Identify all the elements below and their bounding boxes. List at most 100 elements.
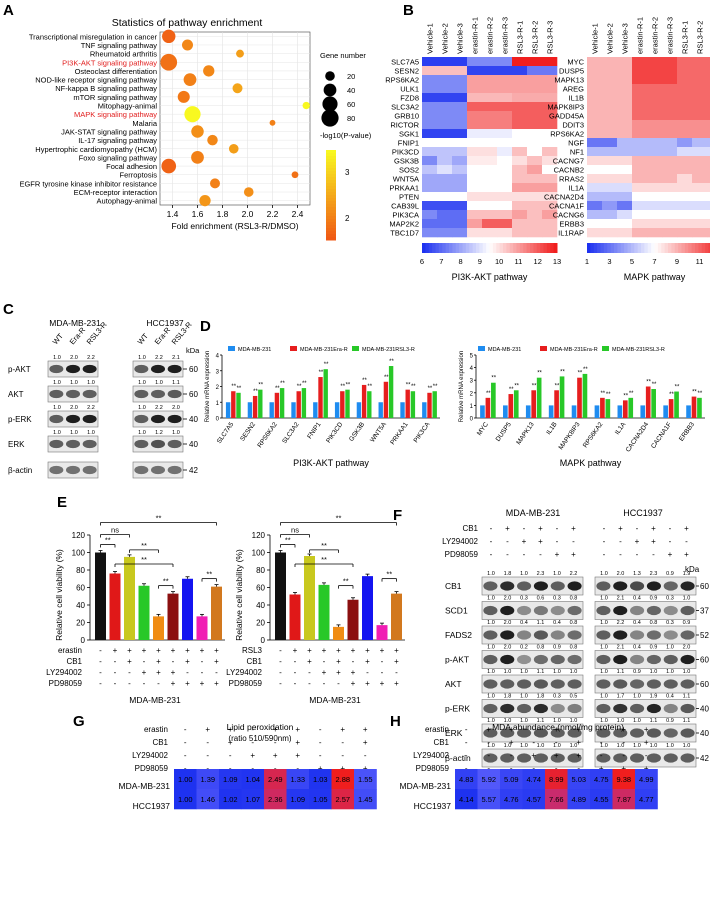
panelF-quant: 1.9 (650, 694, 658, 700)
panelE-right-treatment-sign: - (279, 646, 282, 655)
mapk-heatmap-cell (602, 66, 618, 76)
panelH-cell-value: 4.75 (594, 775, 609, 784)
panelF-blot-left-band (550, 753, 565, 763)
panelH-treatment-label: LY294002 (413, 751, 449, 760)
mapk-heatmap-column-label: erastin-R-3 (666, 17, 675, 54)
panelF-quant: 1.1 (617, 669, 625, 675)
pi3k-heatmap-cell (497, 111, 513, 121)
panelE-right-bar (304, 556, 315, 640)
panelF-treatment-sign: - (539, 550, 542, 559)
panelF-blot-right-band (630, 605, 645, 616)
panelE-left-treatment-sign: + (171, 679, 176, 688)
panelA-colorbar-cell (326, 237, 336, 241)
mapk-heatmap-cell (662, 165, 678, 175)
pi3k-heatmap-cell (482, 66, 498, 76)
panelH-row-label: HCC1937 (414, 801, 452, 811)
mapk-heatmap-cell (692, 210, 708, 220)
pi3k-heatmap-column-label: Vehicle-1 (426, 23, 435, 54)
pi3k-heatmap-cell (437, 57, 453, 67)
pi3k-heatmap-cell (512, 165, 528, 175)
pi3k-heatmap-scale-cell (550, 243, 555, 253)
panelF-quant: 1.0 (600, 571, 608, 577)
mapk-heatmap-cell (662, 228, 678, 238)
panelH-treatment-sign: + (509, 725, 514, 734)
panelF-kda-label: kDa (685, 565, 700, 574)
panelA-dot (184, 106, 201, 123)
panelE-left-treatment-sign: + (127, 646, 132, 655)
panelD-left-legend-swatch (228, 346, 235, 351)
panelF-treatment-sign: - (669, 524, 672, 533)
panelD-left-bar (427, 392, 432, 418)
mapk-heatmap-cell (647, 165, 663, 175)
panelA-category-label: TNF signaling pathway (81, 41, 158, 50)
pi3k-heatmap-column-label: RSL3-R-1 (516, 21, 525, 54)
pi3k-heatmap-cell (422, 75, 438, 85)
panelE-right-treatment-sign: - (366, 668, 369, 677)
panelF-quant: 1.1 (537, 718, 545, 724)
panelE-right-treatment-sign: - (323, 657, 326, 666)
pi3k-heatmap-scale-label: 12 (534, 257, 542, 266)
panelC-quant: 2.2 (155, 355, 163, 361)
panelD-left-bar (410, 391, 416, 418)
panelG-cell-value: 1.02 (223, 795, 238, 804)
mapk-heatmap-cell (617, 201, 633, 211)
panelH-cell-value: 7.87 (616, 795, 631, 804)
pi3k-heatmap-cell (452, 228, 468, 238)
panelF-quant: 1.0 (617, 718, 625, 724)
pi3k-heatmap-cell (452, 129, 468, 139)
pi3k-heatmap-cell (422, 111, 438, 121)
panelH-cell (635, 789, 658, 810)
panelH-cell (522, 769, 546, 790)
panelH-cell-value: 4.89 (571, 795, 586, 804)
panelE-right-treatment-sign: + (394, 657, 399, 666)
panelF-quant: 2.0 (504, 620, 512, 626)
panelF-quant: 1.0 (553, 718, 561, 724)
mapk-heatmap-cell (602, 138, 618, 148)
mapk-heatmap-scale-cell (620, 243, 625, 253)
panelF-blot-right-band (680, 679, 695, 689)
mapk-heatmap-column-label: Vehicle-1 (591, 23, 600, 54)
panelF-quant: 1.0 (570, 718, 578, 724)
panelF-quant: 1.0 (633, 743, 641, 749)
panelC-band-label: p-AKT (8, 365, 31, 374)
panelE-right-treatment-sign: + (307, 646, 312, 655)
pi3k-heatmap-scale-cell (509, 243, 514, 253)
panelF-quant: 1.9 (683, 571, 691, 577)
pi3k-heatmap-cell (422, 129, 438, 139)
mapk-heatmap-scale-cell (637, 243, 642, 253)
pi3k-heatmap-cell (452, 156, 468, 166)
mapk-heatmap-cell (677, 165, 693, 175)
panelF-quant: 1.0 (570, 669, 578, 675)
significance-mark: ** (606, 392, 611, 398)
pi3k-heatmap-cell (512, 147, 528, 157)
pi3k-heatmap-cell (512, 201, 528, 211)
panelC-quant: 1.0 (138, 380, 146, 386)
panelC-quant: 1.0 (138, 355, 146, 361)
panelC-condition-label: Era-R (153, 325, 173, 346)
panelA-dot (191, 151, 204, 164)
panelF-blot-left-band (567, 728, 582, 738)
panelF-quant: 1.0 (666, 669, 674, 675)
panelF-blot-left-band (483, 753, 498, 763)
mapk-heatmap-cell (707, 201, 710, 211)
mapk-heatmap-cell (647, 156, 663, 166)
panelA-dot (191, 125, 204, 138)
panelE-left-treatment-sign: - (114, 657, 117, 666)
mapk-heatmap-cell (692, 75, 708, 85)
pi3k-heatmap-cell (467, 147, 483, 157)
panelD-left-bar (400, 402, 405, 418)
pi3k-heatmap-cell (437, 219, 453, 229)
pi3k-heatmap-column-label: erastin-R-2 (486, 17, 495, 54)
significance-mark: ** (258, 383, 263, 389)
panelA-colorbar-tick: 2 (345, 214, 350, 223)
mapk-heatmap-cell (587, 228, 603, 238)
panelA-size-legend-label: 40 (347, 86, 355, 95)
panelG-treatment-sign: - (229, 751, 232, 760)
pi3k-heatmap-cell (452, 120, 468, 130)
panelE-right-treatment-sign: - (381, 657, 384, 666)
pi3k-heatmap-cell (497, 228, 513, 238)
panelC-blot-left-band (82, 465, 97, 475)
pi3k-heatmap-cell (542, 93, 558, 103)
panelH-treatment-sign: + (576, 738, 581, 747)
panelF-blot-left-band (567, 630, 582, 640)
